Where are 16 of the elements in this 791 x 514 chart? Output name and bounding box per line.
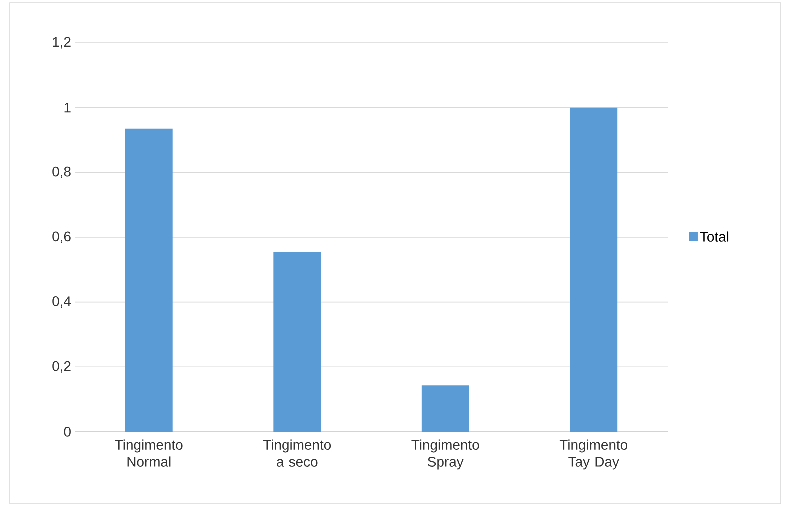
y-tick-label: 0,6 bbox=[52, 232, 71, 244]
bar bbox=[570, 108, 618, 432]
y-tick-label: 0,4 bbox=[52, 296, 72, 308]
bar bbox=[274, 252, 322, 432]
bar bbox=[125, 128, 173, 432]
y-tick-label: 0 bbox=[64, 427, 71, 437]
x-tick-label: Tingimento Spray bbox=[412, 440, 480, 470]
y-tick-label: 0,8 bbox=[52, 166, 71, 178]
x-tick-label: Tingimento Normal bbox=[115, 440, 183, 467]
y-tick-label: 1,2 bbox=[53, 37, 71, 49]
y-tick-label: 0,2 bbox=[52, 361, 71, 373]
y-tick-label: 1 bbox=[64, 103, 71, 113]
bar bbox=[422, 386, 470, 432]
x-tick-label: Tingimento a seco bbox=[263, 440, 332, 467]
legend-label: Total bbox=[700, 232, 729, 242]
x-tick-label: Tingimento Tay Day bbox=[560, 440, 628, 470]
